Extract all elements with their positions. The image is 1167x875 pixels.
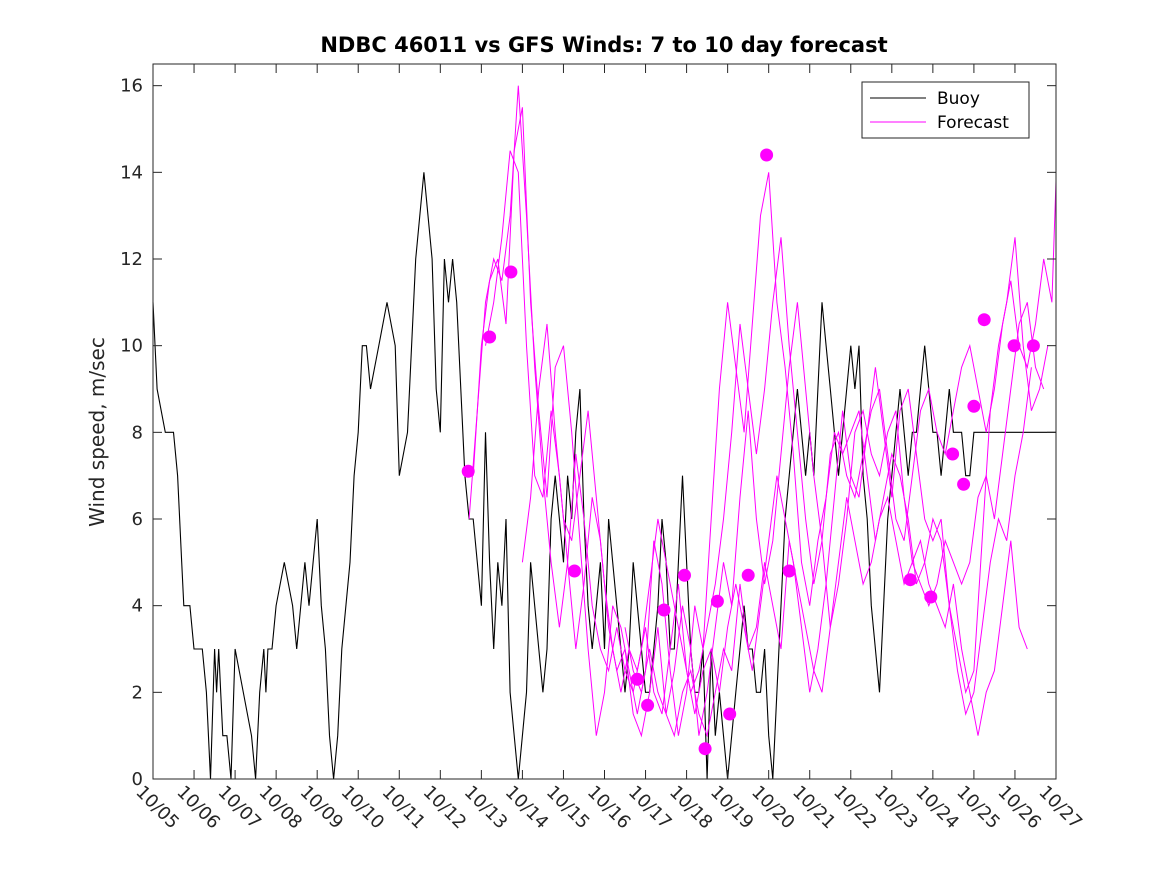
forecast-point xyxy=(977,313,991,327)
y-tick-label: 2 xyxy=(132,682,143,703)
forecast-series-line-4 xyxy=(521,323,1032,716)
forecast-point xyxy=(483,330,497,344)
legend-label-buoy: Buoy xyxy=(937,89,980,109)
forecast-point xyxy=(967,399,981,413)
legend-label-forecast: Forecast xyxy=(937,113,1009,133)
forecast-point xyxy=(641,698,655,712)
legend-box xyxy=(861,81,1030,139)
y-tick-label: 14 xyxy=(120,162,143,183)
plot-area: 024681012141610/0510/0610/0710/0810/0910… xyxy=(120,63,1086,833)
forecast-point xyxy=(760,148,774,162)
forecast-point xyxy=(710,594,724,608)
plot-background xyxy=(153,64,1056,779)
forecast-series-line-5 xyxy=(624,495,1028,738)
forecast-point xyxy=(741,568,755,582)
forecast-series-line-3 xyxy=(485,150,1045,738)
forecast-point xyxy=(903,573,917,587)
forecast-point xyxy=(568,564,581,578)
forecast-point xyxy=(1007,339,1021,353)
forecast-point xyxy=(723,707,737,721)
forecast-series-line-2 xyxy=(472,107,1049,736)
y-tick-label: 10 xyxy=(120,336,143,357)
buoy-series-line xyxy=(152,172,1056,780)
forecast-point xyxy=(698,742,712,756)
forecast-point xyxy=(461,464,475,478)
chart-title: NDBC 46011 vs GFS Winds: 7 to 10 day for… xyxy=(320,33,887,57)
forecast-point xyxy=(924,590,938,604)
forecast-point xyxy=(678,568,691,582)
forecast-point xyxy=(657,603,671,617)
forecast-point xyxy=(946,447,960,461)
forecast-point xyxy=(782,564,796,578)
y-tick-label: 4 xyxy=(132,596,143,617)
forecast-point xyxy=(957,477,971,491)
y-tick-label: 0 xyxy=(132,769,143,790)
forecast-point xyxy=(1026,339,1040,353)
y-axis-label: Wind speed, m/sec xyxy=(85,337,109,527)
forecast-point xyxy=(504,265,518,279)
y-tick-label: 6 xyxy=(132,509,143,530)
y-tick-label: 16 xyxy=(120,76,143,97)
y-tick-label: 12 xyxy=(120,249,143,270)
forecast-point xyxy=(630,672,644,686)
y-tick-label: 8 xyxy=(132,422,143,443)
